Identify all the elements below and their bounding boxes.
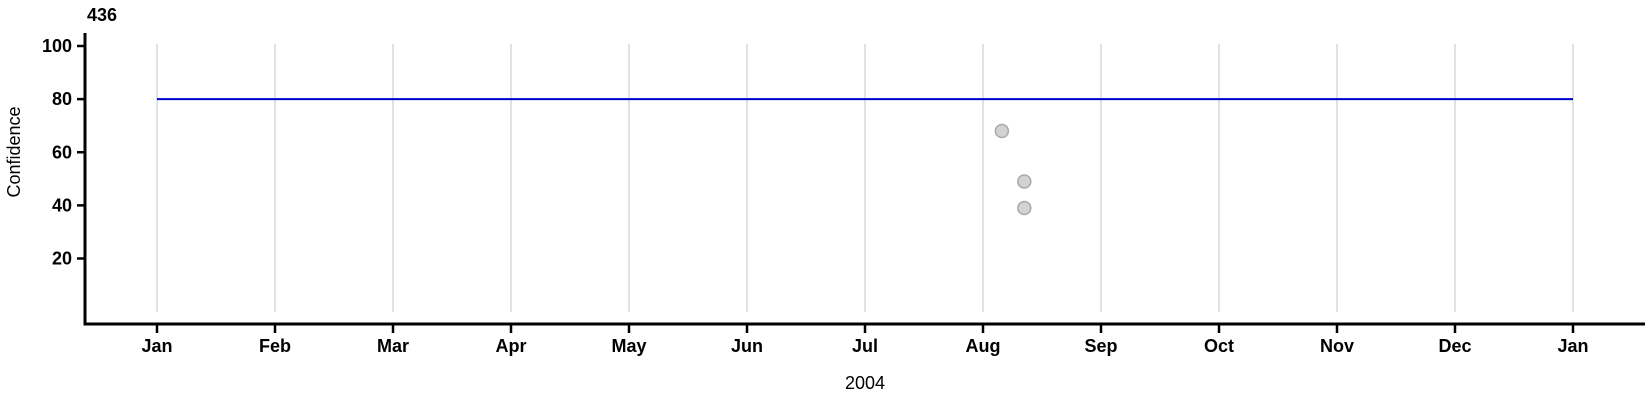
count-annotation: 436 <box>87 5 117 25</box>
x-tick-label-nov-10: Nov <box>1320 336 1354 356</box>
data-point-1 <box>1017 174 1032 189</box>
x-tick-label-feb-1: Feb <box>259 336 291 356</box>
x-tick-label-may-4: May <box>611 336 646 356</box>
x-tick-label-jul-6: Jul <box>852 336 878 356</box>
plot-area: 20 40 60 80 100 Jan Feb Mar Apr May Jun Jul Aug Sep Oc… <box>42 33 1645 356</box>
data-point-0 <box>994 123 1010 139</box>
x-tick-label-jun-5: Jun <box>731 336 763 356</box>
x-tick-label-sep-8: Sep <box>1084 336 1117 356</box>
x-tick-label-dec-11: Dec <box>1438 336 1471 356</box>
y-tick-label-40: 40 <box>52 195 72 215</box>
x-axis-title: 2004 <box>845 373 885 393</box>
data-point-2 <box>1017 200 1032 216</box>
x-tick-label-oct-9: Oct <box>1204 336 1234 356</box>
y-tick-label-100: 100 <box>42 36 72 56</box>
y-tick-label-60: 60 <box>52 142 72 162</box>
x-tick-label-jan-0: Jan <box>141 336 172 356</box>
x-tick-label-jan-12: Jan <box>1557 336 1588 356</box>
y-tick-label-80: 80 <box>52 89 72 109</box>
x-tick-label-mar-2: Mar <box>377 336 409 356</box>
y-axis-title: Confidence <box>4 106 24 197</box>
x-tick-label-apr-3: Apr <box>496 336 527 356</box>
x-tick-label-aug-7: Aug <box>966 336 1001 356</box>
y-tick-label-20: 20 <box>52 249 72 269</box>
